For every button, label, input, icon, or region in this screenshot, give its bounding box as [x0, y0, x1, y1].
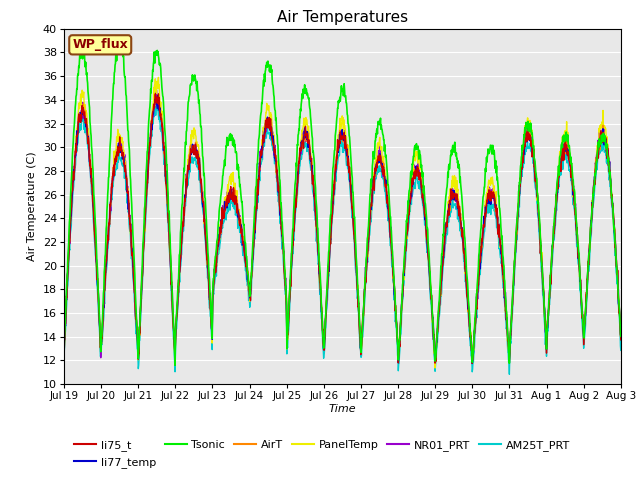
NR01_PRT: [246, 288, 254, 294]
NR01_PRT: [184, 164, 192, 170]
AM25T_PRT: [502, 317, 509, 323]
li77_temp: [184, 167, 192, 173]
li77_temp: [154, 93, 161, 98]
PanelTemp: [184, 164, 192, 170]
Tsonic: [429, 328, 437, 334]
AM25T_PRT: [246, 298, 254, 303]
Line: PanelTemp: PanelTemp: [64, 77, 621, 368]
li77_temp: [552, 214, 559, 219]
li77_temp: [617, 333, 625, 339]
NR01_PRT: [552, 207, 559, 213]
NR01_PRT: [429, 314, 437, 320]
AirT: [552, 210, 559, 216]
li77_temp: [429, 325, 437, 331]
AirT: [60, 341, 68, 347]
Line: Tsonic: Tsonic: [64, 39, 621, 365]
AirT: [171, 349, 179, 355]
Tsonic: [172, 362, 179, 368]
PanelTemp: [246, 286, 254, 292]
li75_t: [247, 279, 255, 285]
PanelTemp: [429, 327, 437, 333]
li75_t: [429, 337, 437, 343]
Tsonic: [60, 343, 68, 349]
Line: AirT: AirT: [64, 96, 621, 362]
AM25T_PRT: [171, 360, 179, 366]
Tsonic: [502, 308, 510, 313]
AirT: [429, 324, 437, 330]
li75_t: [552, 211, 559, 216]
li75_t: [172, 362, 179, 368]
Line: NR01_PRT: NR01_PRT: [64, 90, 621, 362]
Text: WP_flux: WP_flux: [72, 38, 128, 51]
li77_temp: [246, 287, 254, 292]
NR01_PRT: [617, 330, 625, 336]
Y-axis label: Air Temperature (C): Air Temperature (C): [28, 152, 37, 261]
Title: Air Temperatures: Air Temperatures: [277, 10, 408, 25]
AM25T_PRT: [60, 351, 68, 357]
Line: li75_t: li75_t: [64, 94, 621, 365]
NR01_PRT: [60, 337, 68, 343]
AM25T_PRT: [151, 103, 159, 109]
AirT: [506, 359, 513, 365]
li75_t: [171, 347, 179, 352]
AirT: [246, 291, 254, 297]
Tsonic: [552, 206, 559, 212]
NR01_PRT: [171, 343, 179, 348]
X-axis label: Time: Time: [328, 404, 356, 414]
li75_t: [185, 165, 193, 170]
AirT: [184, 166, 192, 171]
Tsonic: [171, 351, 179, 357]
li77_temp: [468, 360, 476, 366]
li77_temp: [60, 336, 68, 342]
NR01_PRT: [152, 87, 160, 93]
li77_temp: [502, 317, 510, 323]
Tsonic: [185, 98, 193, 104]
PanelTemp: [617, 332, 625, 338]
AirT: [502, 304, 509, 310]
li75_t: [152, 91, 159, 96]
AM25T_PRT: [617, 348, 625, 353]
Line: AM25T_PRT: AM25T_PRT: [64, 106, 621, 374]
NR01_PRT: [502, 316, 510, 322]
PanelTemp: [155, 74, 163, 80]
AirT: [617, 335, 625, 341]
Tsonic: [617, 334, 625, 339]
Legend: li75_t, li77_temp, Tsonic, AirT, PanelTemp, NR01_PRT, AM25T_PRT: li75_t, li77_temp, Tsonic, AirT, PanelTe…: [70, 436, 574, 472]
li75_t: [617, 337, 625, 343]
PanelTemp: [60, 344, 68, 349]
AM25T_PRT: [552, 222, 559, 228]
PanelTemp: [431, 365, 439, 371]
PanelTemp: [502, 316, 510, 322]
li75_t: [502, 313, 510, 319]
AirT: [151, 93, 159, 98]
PanelTemp: [171, 351, 179, 357]
AM25T_PRT: [429, 333, 437, 339]
Line: li77_temp: li77_temp: [64, 96, 621, 363]
PanelTemp: [552, 215, 559, 221]
li77_temp: [171, 347, 179, 352]
AM25T_PRT: [506, 372, 513, 377]
Tsonic: [247, 276, 255, 282]
AM25T_PRT: [184, 176, 192, 182]
NR01_PRT: [431, 360, 439, 365]
Tsonic: [116, 36, 124, 42]
li75_t: [60, 351, 68, 357]
